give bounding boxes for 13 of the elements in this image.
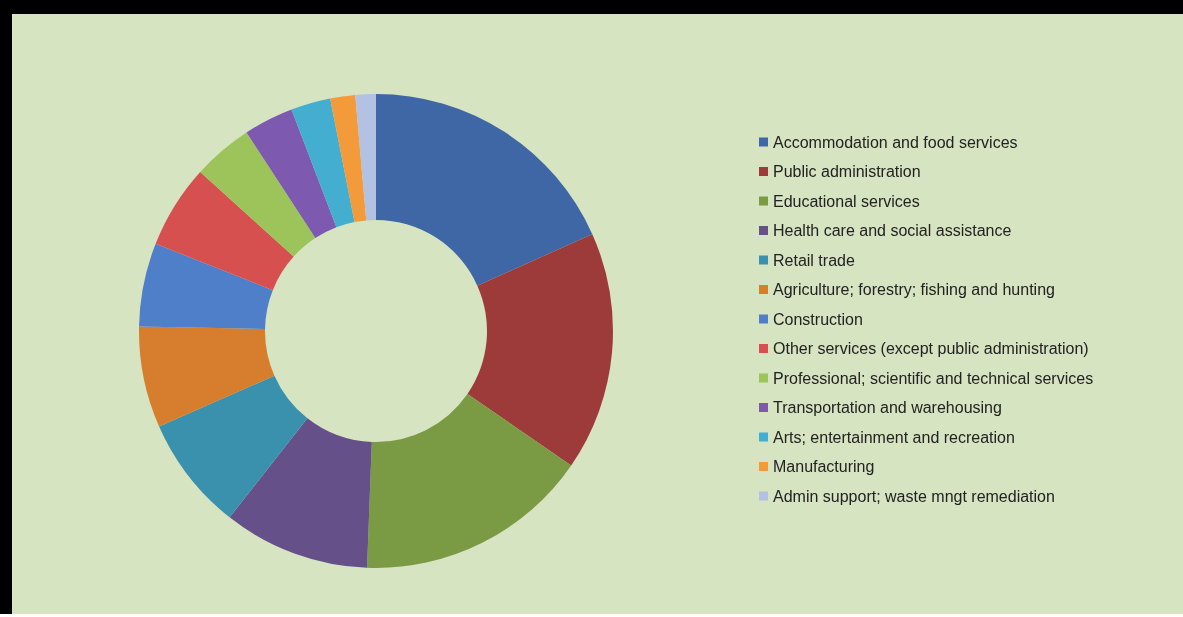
legend-label: Construction — [773, 310, 863, 328]
legend-label: Arts; entertainment and recreation — [773, 428, 1015, 446]
legend-label: Educational services — [773, 192, 920, 210]
legend-label: Agriculture; forestry; fishing and hunting — [773, 281, 1055, 298]
legend-label: Other services (except public administration) — [773, 340, 1089, 357]
legend-label: Accommodation and food services — [773, 133, 1018, 151]
legend-label: Professional; scientific and technical services — [773, 369, 1094, 387]
legend-label: Transportation and warehousing — [773, 399, 1002, 416]
legend-label: Admin support; waste mngt remediation — [773, 487, 1055, 505]
legend-label: Manufacturing — [773, 458, 875, 475]
legend-label: Health care and social assistance — [773, 222, 1012, 239]
legend-label: Retail trade — [773, 251, 855, 269]
legend-label: Public administration — [773, 163, 921, 180]
